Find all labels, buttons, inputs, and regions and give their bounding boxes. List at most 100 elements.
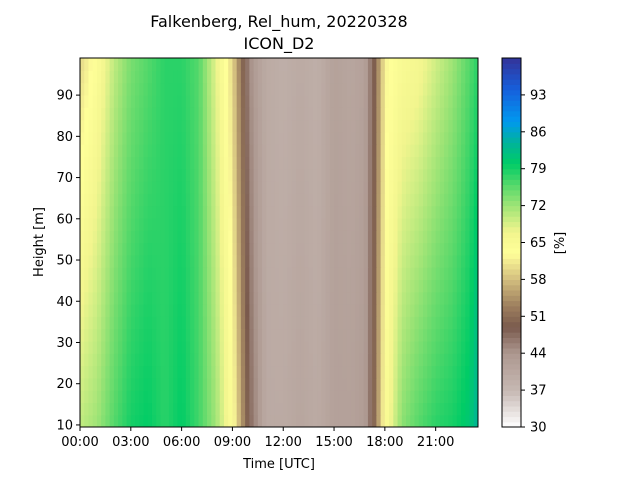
heatmap-cell — [308, 131, 314, 145]
heatmap-cell — [215, 328, 221, 342]
heatmap-cell — [160, 377, 166, 391]
heatmap-cell — [363, 58, 369, 71]
heatmap-cell — [80, 144, 85, 157]
plot-area — [80, 58, 478, 427]
heatmap-cell — [389, 304, 394, 317]
heatmap-cell — [164, 94, 170, 108]
heatmap-cell — [236, 94, 242, 108]
heatmap-cell — [164, 328, 170, 342]
heatmap-cell — [448, 279, 454, 293]
heatmap-cell — [427, 291, 433, 305]
heatmap-cell — [422, 340, 428, 354]
heatmap-cell — [109, 119, 115, 133]
heatmap-cell — [312, 181, 318, 194]
heatmap-cell — [232, 279, 238, 293]
heatmap-cell — [473, 119, 478, 133]
heatmap-cell — [410, 156, 416, 170]
heatmap-cell — [300, 119, 305, 133]
heatmap-cell — [207, 353, 212, 367]
heatmap-cell — [198, 156, 204, 170]
heatmap-cell — [240, 107, 246, 121]
heatmap-cell — [228, 414, 234, 427]
heatmap-cell — [283, 267, 289, 280]
heatmap-cell — [139, 365, 145, 379]
heatmap-cell — [372, 402, 377, 416]
heatmap-cell — [372, 119, 377, 133]
heatmap-cell — [143, 156, 149, 170]
heatmap-cell — [427, 82, 433, 96]
heatmap-cell — [461, 267, 466, 280]
heatmap-cell — [346, 168, 352, 182]
heatmap-cell — [173, 131, 178, 145]
heatmap-cell — [287, 58, 293, 71]
heatmap-cell — [130, 70, 136, 84]
heatmap-cell — [88, 58, 94, 71]
heatmap-cell — [215, 291, 221, 305]
heatmap-cell — [236, 340, 242, 354]
heatmap-cell — [253, 94, 259, 108]
heatmap-cell — [101, 107, 106, 121]
heatmap-cell — [126, 328, 132, 342]
heatmap-cell — [156, 377, 162, 391]
heatmap-cell — [410, 365, 416, 379]
heatmap-cell — [422, 377, 428, 391]
heatmap-cell — [367, 291, 373, 305]
heatmap-cell — [113, 58, 119, 71]
heatmap-cell — [198, 107, 204, 121]
heatmap-cell — [219, 267, 225, 280]
heatmap-cell — [308, 291, 314, 305]
heatmap-cell — [164, 353, 170, 367]
heatmap-cell — [384, 94, 390, 108]
heatmap-cell — [257, 156, 263, 170]
heatmap-cell — [177, 131, 183, 145]
heatmap-cell — [367, 181, 373, 194]
heatmap-cell — [198, 267, 204, 280]
heatmap-cell — [126, 131, 132, 145]
heatmap-cell — [393, 340, 399, 354]
heatmap-cell — [439, 181, 445, 194]
heatmap-cell — [88, 242, 94, 256]
heatmap-cell — [96, 58, 102, 71]
colorbar-band — [502, 168, 521, 175]
heatmap-cell — [270, 242, 276, 256]
heatmap-cell — [84, 242, 90, 256]
heatmap-cell — [240, 414, 246, 427]
heatmap-cell — [113, 328, 119, 342]
heatmap-cell — [122, 217, 128, 231]
heatmap-cell — [135, 304, 140, 317]
heatmap-cell — [325, 168, 331, 182]
heatmap-cell — [240, 402, 246, 416]
heatmap-cell — [431, 291, 437, 305]
heatmap-cell — [105, 205, 111, 219]
heatmap-cell — [164, 181, 170, 194]
heatmap-cell — [304, 353, 310, 367]
heatmap-cell — [211, 291, 217, 305]
heatmap-cell — [287, 316, 293, 330]
heatmap-cell — [215, 193, 221, 207]
heatmap-cell — [325, 414, 331, 427]
heatmap-cell — [202, 119, 208, 133]
heatmap-cell — [194, 193, 200, 207]
heatmap-cell — [266, 230, 272, 244]
heatmap-cell — [190, 267, 195, 280]
heatmap-cell — [253, 304, 259, 317]
x-tick-label: 00:00 — [61, 435, 98, 450]
heatmap-cell — [422, 254, 428, 268]
heatmap-cell — [287, 254, 293, 268]
heatmap-cell — [304, 131, 310, 145]
heatmap-cell — [198, 205, 204, 219]
heatmap-cell — [461, 82, 466, 96]
heatmap-cell — [232, 70, 238, 84]
heatmap-cell — [384, 414, 390, 427]
heatmap-cell — [444, 414, 449, 427]
heatmap-cell — [291, 279, 297, 293]
heatmap-cell — [160, 205, 166, 219]
heatmap-cell — [291, 365, 297, 379]
heatmap-cell — [135, 402, 140, 416]
heatmap-cell — [122, 291, 128, 305]
colorbar-band — [502, 274, 521, 280]
heatmap-cell — [245, 377, 250, 391]
heatmap-cell — [279, 156, 284, 170]
heatmap-cell — [300, 144, 305, 157]
heatmap-cell — [401, 144, 407, 157]
